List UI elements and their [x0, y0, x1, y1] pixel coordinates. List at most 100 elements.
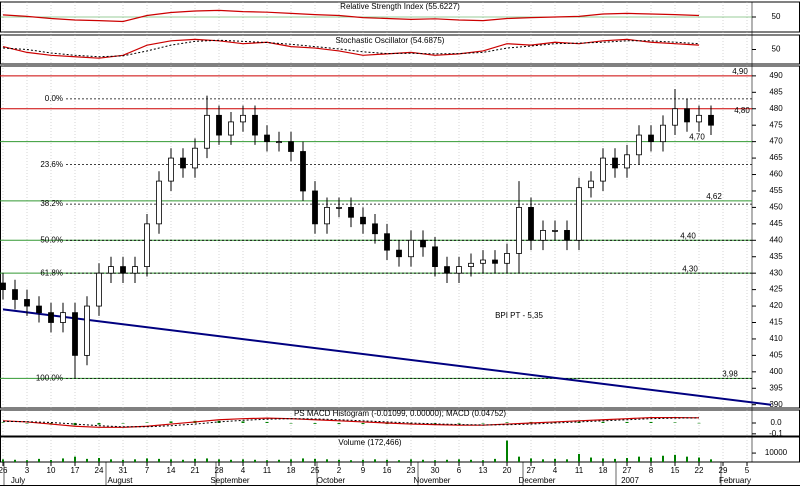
macd-histogram-bar: [265, 421, 269, 423]
candle-body: [204, 114, 210, 149]
date-label: 3: [25, 466, 30, 475]
volume-bar: [278, 459, 280, 462]
stochastic-title: Stochastic Oscillator (54.6875): [336, 36, 445, 45]
macd-histogram-bar: [1, 422, 5, 423]
volume-bar: [62, 458, 64, 462]
macd-histogram-bar: [505, 422, 509, 423]
rsi-title: Relative Strength Index (55.6227): [340, 2, 460, 11]
annotation: BPI PT - 5,35: [495, 311, 543, 320]
month-label: July: [11, 476, 25, 485]
date-label: 16: [383, 466, 392, 475]
date-label: 5: [745, 466, 750, 475]
volume-bar: [566, 459, 568, 462]
candle-body: [564, 230, 570, 241]
y-tick-label: 415: [769, 318, 783, 327]
macd-histogram-bar: [649, 421, 653, 423]
candle-body: [324, 207, 330, 225]
candle-body: [240, 114, 246, 123]
volume-bar: [50, 460, 52, 462]
volume-bar: [554, 458, 556, 462]
date-label: 27: [527, 466, 536, 475]
macd-line: [2, 416, 700, 428]
level-label: 3,98: [722, 370, 738, 379]
candle-body: [552, 230, 558, 232]
volume-bar: [374, 459, 376, 462]
macd-histogram-bar: [337, 423, 341, 425]
date-label: 20: [503, 466, 512, 475]
date-label: 4: [241, 466, 246, 475]
volume-bar: [170, 459, 172, 462]
y-tick-label: 0.0: [770, 418, 782, 427]
volume-bar: [446, 459, 448, 462]
volume-bar: [266, 460, 268, 462]
macd-histogram-bar: [673, 422, 677, 423]
macd-histogram-bar: [97, 423, 101, 425]
date-label: 24: [95, 466, 104, 475]
volume-bar: [518, 456, 520, 462]
macd-histogram-bar: [457, 423, 461, 424]
volume-bar: [122, 459, 124, 462]
candle-body: [636, 134, 642, 156]
candle-body: [684, 108, 690, 123]
macd-histogram-bar: [481, 423, 485, 424]
volume-bar: [2, 459, 4, 462]
candle-body: [420, 239, 426, 248]
macd-title: PS MACD Histogram (-0.01099, 0.00000); M…: [294, 409, 506, 418]
volume-bar: [434, 460, 436, 462]
month-label: 2007: [621, 476, 639, 485]
candle-body: [648, 134, 654, 143]
fibonacci-label: 50.0%: [40, 235, 63, 244]
y-tick-label: -0.1: [769, 429, 783, 438]
candle-body: [0, 282, 6, 291]
candle-body: [576, 187, 582, 241]
candle-body: [516, 207, 522, 254]
volume-bar: [590, 457, 592, 462]
candle-body: [504, 253, 510, 264]
candle-body: [396, 249, 402, 258]
volume-bar: [110, 459, 112, 462]
candle-body: [72, 312, 78, 356]
volume-bar: [398, 460, 400, 462]
volume-bar: [710, 459, 712, 462]
volume-bar: [482, 460, 484, 462]
y-tick-label: 50: [772, 12, 781, 21]
date-label: 30: [431, 466, 440, 475]
volume-bar: [614, 458, 616, 462]
volume-bar: [542, 459, 544, 462]
month-label: December: [519, 476, 556, 485]
y-tick-label: 490: [769, 71, 783, 80]
volume-bar: [98, 457, 100, 462]
candle-body: [252, 114, 258, 136]
candle-body: [156, 180, 162, 225]
candle-body: [24, 299, 30, 307]
candle-body: [360, 216, 366, 225]
trend-line: [2, 308, 772, 406]
date-label: 25: [311, 466, 320, 475]
y-tick-label: 475: [769, 120, 783, 129]
macd-histogram-bar: [169, 421, 173, 423]
fibonacci-label: 23.6%: [40, 160, 63, 169]
y-tick-label: 405: [769, 350, 783, 359]
volume-bar: [602, 458, 604, 462]
macd-histogram-bar: [313, 423, 317, 424]
y-tick-label: 460: [769, 170, 783, 179]
volume-bar: [146, 458, 148, 462]
macd-histogram-bar: [241, 421, 245, 423]
candle-body: [444, 266, 450, 274]
candle-body: [144, 223, 150, 267]
volume-bar: [350, 460, 352, 462]
volume-bar: [662, 455, 664, 462]
rsi-line: [2, 9, 700, 23]
candle-body: [384, 233, 390, 251]
candle-body: [492, 259, 498, 264]
candle-body: [12, 289, 18, 300]
date-label: 11: [575, 466, 584, 475]
candle-body: [96, 272, 102, 307]
y-tick-label: 450: [769, 203, 783, 212]
date-label: 27: [623, 466, 632, 475]
y-tick-label: 485: [769, 87, 783, 96]
volume-bar: [242, 459, 244, 462]
date-label: 10: [47, 466, 56, 475]
candle-body: [36, 305, 42, 314]
